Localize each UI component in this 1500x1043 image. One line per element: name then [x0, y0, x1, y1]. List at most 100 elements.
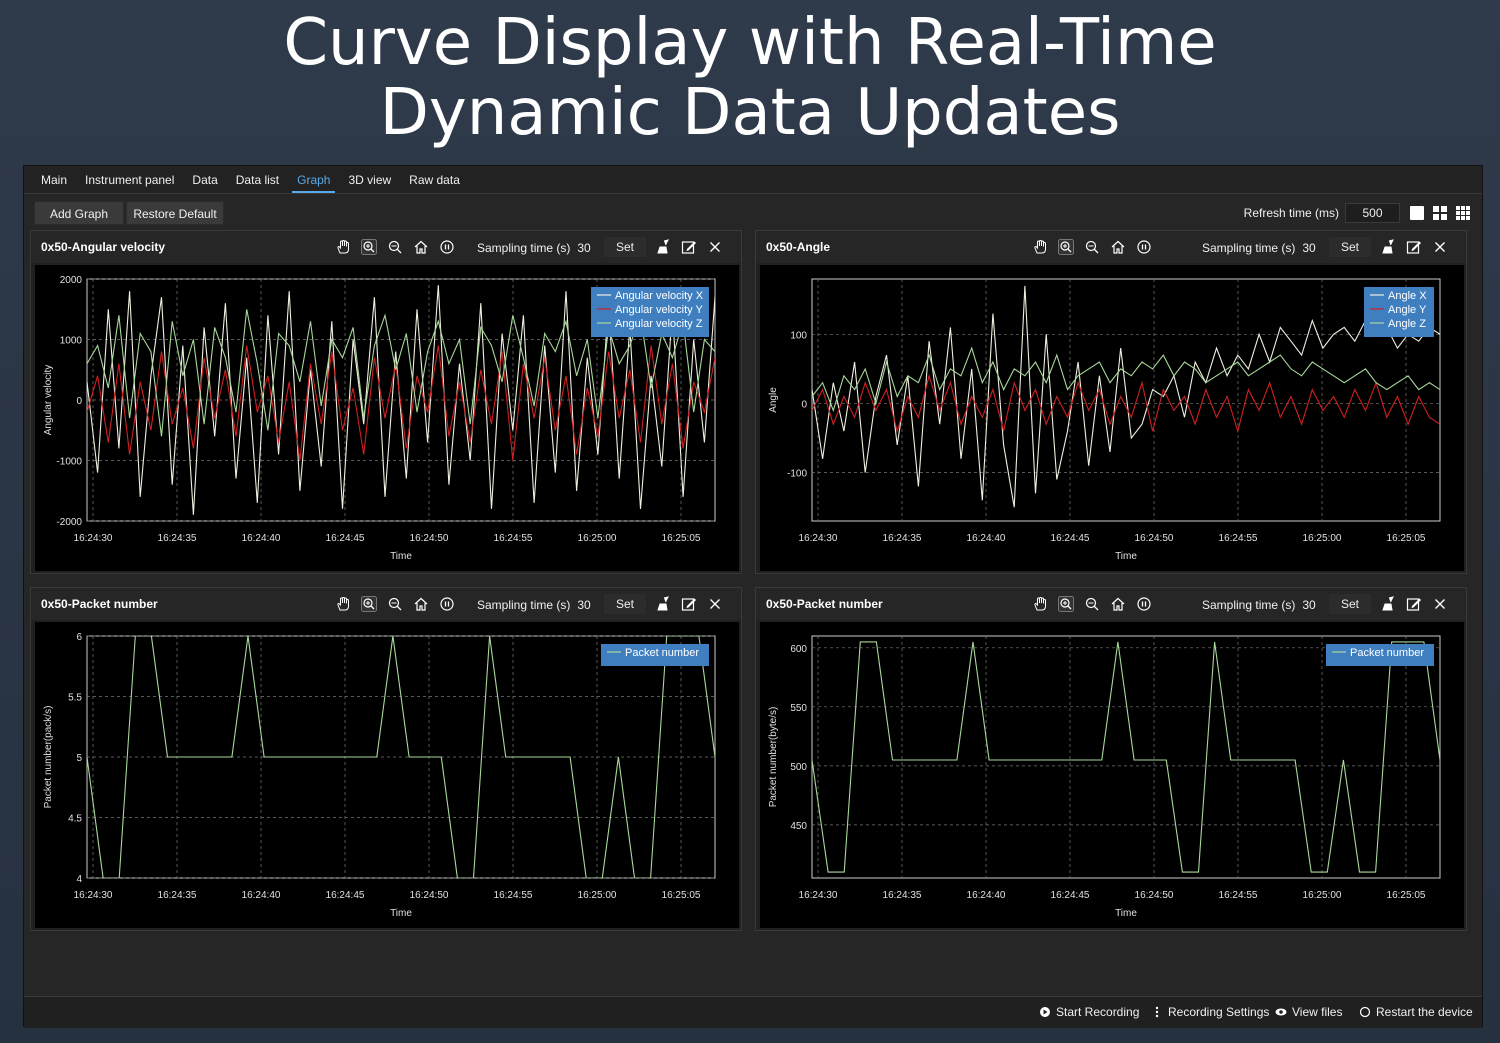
y-tick-label: 6	[76, 632, 82, 643]
chart-canvas[interactable]: 16:24:30 16:24:35 16:24:40 16:24:45 16:24:50…	[35, 622, 739, 928]
broom-clear-icon[interactable]	[653, 237, 673, 257]
x-tick-label: 16:25:00	[1303, 533, 1342, 544]
x-tick-label: 16:24:45	[326, 890, 365, 901]
y-axis-label: Packet number(byte/s)	[768, 707, 779, 808]
single-layout-icon[interactable]	[1409, 205, 1425, 221]
tab-main[interactable]: Main	[41, 172, 68, 187]
zoom-out-icon[interactable]	[385, 594, 405, 614]
broom-clear-icon[interactable]	[653, 594, 673, 614]
start-recording-label: Start Recording	[1056, 1005, 1140, 1019]
zoom-out-icon[interactable]	[385, 237, 405, 257]
tab-instrument-panel[interactable]: Instrument panel	[85, 172, 175, 187]
x-axis-label: Time	[1115, 551, 1137, 562]
tab-data[interactable]: Data	[192, 172, 218, 187]
series-line	[87, 345, 715, 461]
x-tick-label: 16:24:40	[967, 890, 1006, 901]
chart-canvas[interactable]: 16:24:30 16:24:35 16:24:40 16:24:45 16:24:50…	[35, 265, 739, 571]
set-button[interactable]: Set	[1329, 594, 1371, 614]
refresh-time-input[interactable]: 500	[1345, 203, 1400, 223]
edit-icon[interactable]	[679, 237, 699, 257]
y-tick-label: 4.5	[68, 814, 82, 825]
sampling-time-input[interactable]: 30	[1302, 598, 1316, 612]
x-tick-label: 16:24:50	[410, 533, 449, 544]
y-tick-label: 500	[790, 762, 807, 773]
edit-icon[interactable]	[679, 594, 699, 614]
sampling-time-input[interactable]: 30	[1302, 241, 1316, 255]
home-icon[interactable]	[1108, 594, 1128, 614]
set-button[interactable]: Set	[1329, 237, 1371, 257]
app-window: Main Instrument panel Data Data list Gra…	[23, 165, 1483, 1028]
pause-icon[interactable]	[437, 237, 457, 257]
series-line	[812, 346, 1440, 413]
pause-icon[interactable]	[1134, 237, 1154, 257]
hand-pan-icon[interactable]	[1030, 594, 1050, 614]
chart-canvas[interactable]: 16:24:30 16:24:35 16:24:40 16:24:45 16:24:50…	[760, 265, 1464, 571]
tab-raw-data[interactable]: Raw data	[409, 172, 460, 187]
legend	[1326, 644, 1434, 666]
edit-icon[interactable]	[1404, 594, 1424, 614]
x-tick-label: 16:25:00	[1303, 890, 1342, 901]
x-tick-label: 16:24:55	[494, 890, 533, 901]
tab-bar: Main Instrument panel Data Data list Gra…	[24, 166, 1482, 194]
restore-default-button[interactable]: Restore Default	[126, 201, 224, 225]
legend-item: Angular velocity X	[615, 290, 704, 302]
legend-item: Angular velocity Y	[615, 304, 704, 316]
view-files-button[interactable]: View files	[1275, 1005, 1342, 1019]
nine-grid-layout-icon[interactable]	[1455, 205, 1471, 221]
zoom-out-icon[interactable]	[1082, 594, 1102, 614]
zoom-in-icon[interactable]	[1056, 594, 1076, 614]
close-icon[interactable]	[705, 594, 725, 614]
sampling-time-input[interactable]: 30	[577, 598, 591, 612]
pause-icon[interactable]	[1134, 594, 1154, 614]
series-line	[812, 641, 1440, 873]
hand-pan-icon[interactable]	[333, 594, 353, 614]
y-tick-label: 5.5	[68, 693, 82, 704]
panel-title: 0x50-Packet number	[41, 597, 158, 611]
legend-item: Packet number	[1350, 647, 1424, 659]
close-icon[interactable]	[1430, 594, 1450, 614]
chart-canvas[interactable]: 16:24:30 16:24:35 16:24:40 16:24:45 16:24:50…	[760, 622, 1464, 928]
series-line	[87, 636, 715, 878]
legend-item: Angle X	[1388, 290, 1427, 302]
tab-3d-view[interactable]: 3D view	[348, 172, 392, 187]
pause-icon[interactable]	[437, 594, 457, 614]
y-tick-label: 1000	[60, 336, 83, 347]
recording-settings-button[interactable]: Recording Settings	[1151, 1005, 1269, 1019]
x-tick-label: 16:25:05	[662, 533, 701, 544]
legend-item: Angular velocity Z	[615, 318, 703, 330]
graph-panel: 0x50-Packet number Sampling time (s) 30 Set…	[30, 587, 742, 931]
restart-device-button[interactable]: Restart the device	[1359, 1005, 1473, 1019]
sampling-time-input[interactable]: 30	[577, 241, 591, 255]
start-recording-button[interactable]: Start Recording	[1039, 1005, 1139, 1019]
home-icon[interactable]	[411, 594, 431, 614]
edit-icon[interactable]	[1404, 237, 1424, 257]
zoom-in-icon[interactable]	[359, 594, 379, 614]
headline-line1: Curve Display with Real-Time	[283, 6, 1217, 80]
tab-data-list[interactable]: Data list	[235, 172, 280, 187]
record-icon	[1040, 1007, 1050, 1017]
set-button[interactable]: Set	[604, 237, 646, 257]
close-icon[interactable]	[705, 237, 725, 257]
zoom-out-icon[interactable]	[1082, 237, 1102, 257]
home-icon[interactable]	[1108, 237, 1128, 257]
hand-pan-icon[interactable]	[333, 237, 353, 257]
panel-actions	[1378, 594, 1450, 614]
zoom-in-icon[interactable]	[1056, 237, 1076, 257]
add-graph-button[interactable]: Add Graph	[34, 201, 124, 225]
hand-pan-icon[interactable]	[1030, 237, 1050, 257]
home-icon[interactable]	[411, 237, 431, 257]
set-button[interactable]: Set	[604, 594, 646, 614]
tab-graph[interactable]: Graph	[288, 166, 339, 194]
broom-clear-icon[interactable]	[1378, 237, 1398, 257]
refresh-time-label: Refresh time (ms)	[1243, 206, 1339, 220]
chart-svg: 16:24:30 16:24:35 16:24:40 16:24:45 16:24:50…	[43, 632, 716, 919]
chart-tools	[1030, 237, 1154, 257]
legend-item: Packet number	[625, 647, 699, 659]
x-tick-label: 16:24:30	[74, 890, 113, 901]
quad-layout-icon[interactable]	[1432, 205, 1448, 221]
close-icon[interactable]	[1430, 237, 1450, 257]
zoom-in-icon[interactable]	[359, 237, 379, 257]
y-tick-label: 600	[790, 644, 807, 655]
broom-clear-icon[interactable]	[1378, 594, 1398, 614]
y-tick-label: -1000	[56, 457, 82, 468]
